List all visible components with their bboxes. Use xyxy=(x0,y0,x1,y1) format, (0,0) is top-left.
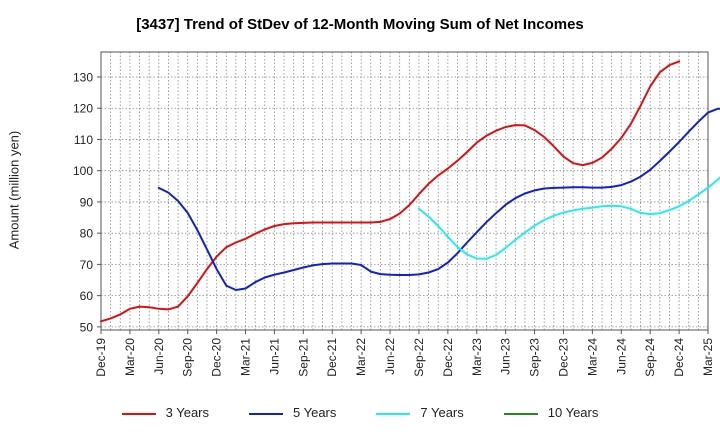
x-tick-label: Jun-22 xyxy=(383,338,397,375)
legend-swatch xyxy=(121,412,156,415)
x-tick-label: Dec-23 xyxy=(556,338,570,377)
x-tick-label: Mar-24 xyxy=(585,338,599,376)
legend-label: 5 Years xyxy=(293,405,337,421)
chart-title: [3437] Trend of StDev of 12-Month Moving… xyxy=(136,16,584,33)
legend-swatch xyxy=(376,412,411,415)
legend-swatch xyxy=(249,412,283,415)
legend-label: 10 Years xyxy=(547,405,599,421)
x-tick-label: Dec-22 xyxy=(441,338,455,377)
legend-swatch xyxy=(503,412,538,415)
x-tick-label: Mar-25 xyxy=(701,338,715,376)
series-line-7-years xyxy=(418,176,720,260)
x-tick-label: Mar-22 xyxy=(354,338,368,376)
y-tick-label: 50 xyxy=(80,320,94,334)
legend-item: 10 Years xyxy=(503,405,599,421)
legend-item: 5 Years xyxy=(249,405,336,420)
x-tick-label: Mar-20 xyxy=(123,338,137,376)
legend-item: 7 Years xyxy=(376,405,464,421)
x-tick-label: Sep-24 xyxy=(643,338,657,377)
x-tick-label: Sep-21 xyxy=(296,338,310,377)
y-tick-label: 100 xyxy=(73,164,93,178)
x-tick-label: Mar-21 xyxy=(239,338,253,376)
x-tick-label: Sep-23 xyxy=(528,338,542,377)
legend-item: 3 Years xyxy=(121,405,209,421)
y-tick-label: 90 xyxy=(80,195,94,209)
x-tick-label: Jun-23 xyxy=(499,338,513,375)
y-tick-label: 80 xyxy=(80,227,94,241)
x-tick-label: Dec-24 xyxy=(672,338,686,377)
x-tick-label: Dec-21 xyxy=(325,338,339,377)
y-tick-label: 70 xyxy=(80,258,94,272)
x-tick-label: Jun-21 xyxy=(267,338,281,375)
legend-label: 3 Years xyxy=(165,405,209,421)
x-tick-label: Sep-22 xyxy=(412,338,426,377)
plot-area xyxy=(101,52,708,330)
x-tick-label: Jun-24 xyxy=(614,338,628,375)
x-tick-label: Dec-20 xyxy=(210,338,224,377)
x-tick-label: Dec-19 xyxy=(94,338,108,377)
y-tick-label: 130 xyxy=(73,70,93,84)
y-tick-label: 110 xyxy=(74,133,93,147)
series-line-5-years xyxy=(157,107,720,291)
series-line-3-years xyxy=(100,60,681,323)
x-tick-label: Jun-20 xyxy=(152,338,166,375)
x-tick-label: Sep-20 xyxy=(181,338,195,377)
y-tick-label: 120 xyxy=(73,102,93,116)
legend: 3 Years 5 Years 7 Years 10 Years xyxy=(0,404,720,420)
y-tick-label: 60 xyxy=(80,289,94,303)
x-tick-label: Mar-23 xyxy=(470,338,484,376)
legend-label: 7 Years xyxy=(420,405,464,421)
plot-border xyxy=(100,51,709,331)
